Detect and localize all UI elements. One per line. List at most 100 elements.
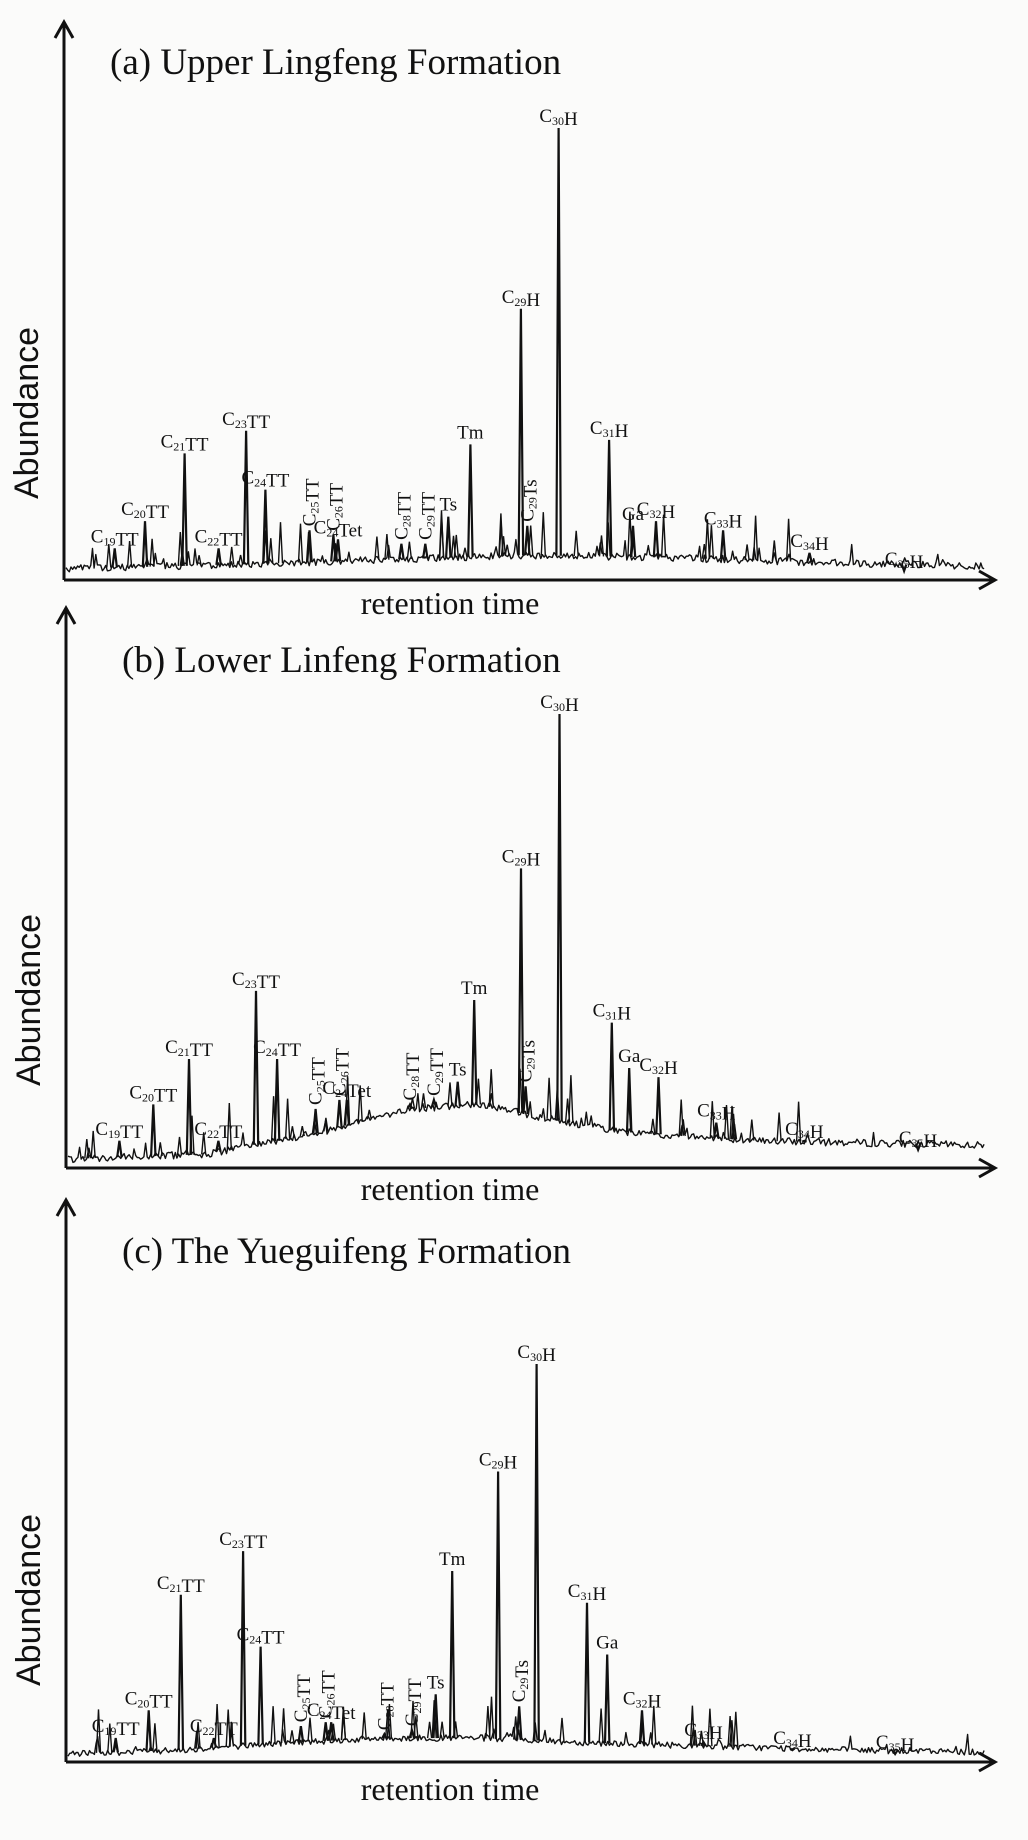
peak-C33H (700, 1739, 707, 1747)
y-axis-arrow (53, 18, 75, 39)
peak-Ga (629, 525, 637, 557)
minor-peak (785, 518, 792, 562)
peak-C29TT-label: C29TT (424, 1048, 448, 1096)
peak-C29H (494, 1471, 502, 1739)
peak-Ga (603, 1654, 611, 1744)
minor-peak (723, 1104, 730, 1139)
minor-peak (795, 1101, 802, 1142)
minor-peak (289, 1126, 296, 1138)
peak-C26TT (322, 1722, 329, 1742)
y-axis-label: Abundance (10, 914, 48, 1086)
minor-peak (152, 1723, 158, 1751)
minor-peak (384, 534, 390, 560)
peak-C28TT-label: C28TT (374, 1682, 398, 1730)
peak-C23TT-label: C23TT (219, 1529, 267, 1553)
minor-peak (776, 1112, 782, 1142)
minor-peak (299, 1125, 305, 1137)
peak-C35H-label: C35H (899, 1128, 938, 1152)
minor-peak (149, 538, 155, 567)
peak-C23TT-label: C23TT (232, 969, 280, 993)
minor-peak (744, 544, 750, 561)
peak-Ts (445, 516, 452, 558)
minor-peak (453, 534, 459, 558)
x-axis-label: retention time (361, 585, 540, 621)
minor-peak (268, 538, 274, 564)
minor-peak (323, 1117, 329, 1132)
peak-C24TT-label: C24TT (237, 1625, 285, 1649)
minor-peak (727, 1715, 733, 1747)
minor-peak (361, 1712, 367, 1740)
peak-C31H (608, 1022, 616, 1131)
peak-C29TT-label: C29TT (402, 1678, 426, 1726)
peak-C32H (655, 1077, 662, 1135)
peak-C28TT (381, 1731, 388, 1739)
peak-C20TT-label: C20TT (121, 499, 169, 523)
peak-C35H-label: C35H (885, 549, 924, 573)
peak-C29H (517, 868, 525, 1114)
peak-Ts-label: Ts (439, 495, 457, 516)
peak-Tm-label: Tm (439, 1549, 466, 1570)
peak-C30H (533, 1363, 540, 1741)
y-axis-label: Abundance (10, 1514, 48, 1686)
minor-peak (107, 1723, 113, 1753)
minor-peak (704, 519, 711, 559)
peak-C31H-label: C31H (590, 418, 629, 442)
peak-C19TT (116, 1140, 123, 1158)
peak-C34H (806, 552, 813, 563)
minor-peak (730, 1113, 737, 1140)
minor-peak (559, 1717, 565, 1742)
minor-peak (698, 1730, 705, 1746)
minor-peak (297, 523, 304, 563)
peak-C22TT-label: C22TT (194, 1119, 242, 1143)
peak-C34H (801, 1139, 808, 1143)
peak-C28TT (406, 1101, 414, 1110)
minor-peak (485, 1706, 491, 1739)
minor-peak (678, 1099, 684, 1136)
peak-Ts-label: Ts (449, 1060, 467, 1081)
baseline-trace (67, 1726, 985, 1757)
minor-peak (307, 1717, 313, 1742)
minor-peak (650, 1118, 656, 1135)
peak-Ga-label: Ga (596, 1633, 619, 1654)
minor-peak (366, 1109, 372, 1120)
minor-peak (86, 1147, 92, 1159)
peak-C33H-label: C33H (704, 508, 743, 532)
peak-C22TT-label: C22TT (190, 1716, 238, 1740)
peak-C20TT (141, 521, 149, 567)
y-axis-arrow (55, 1196, 77, 1217)
minor-peak (500, 536, 507, 556)
peak-C34H-label: C34H (790, 531, 829, 555)
peak-C19TT (111, 548, 118, 568)
peak-C23TT-label: C23TT (222, 409, 270, 433)
minor-peak (157, 1142, 163, 1157)
panel-title: (a) Upper Lingfeng Formation (110, 42, 561, 83)
peak-C28TT (398, 543, 405, 560)
peak-C21TT (185, 1058, 193, 1155)
chromatogram-panel-a: (a) Upper Lingfeng Formation retention ti… (8, 18, 999, 621)
peak-C24Tet (343, 1099, 351, 1126)
peak-Tm (448, 1570, 456, 1739)
peak-C26TT-label: C26TT (323, 483, 347, 531)
peak-Ga-label: Ga (618, 1046, 641, 1067)
peak-C31H-label: C31H (593, 1001, 632, 1025)
minor-peak (126, 540, 133, 568)
peak-C21TT-label: C21TT (157, 1573, 205, 1597)
peak-C24Tet-label: C24Tet (307, 1700, 356, 1724)
minor-peak (289, 1730, 295, 1743)
peak-Tm (467, 444, 474, 557)
peak-C23TT (242, 430, 250, 565)
peak-C30H-label: C30H (539, 106, 578, 130)
x-axis-arrow (978, 1157, 999, 1179)
y-axis-label: Abundance (8, 327, 46, 499)
peak-C25TT-label: C25TT (306, 1057, 330, 1105)
minor-peak (410, 1700, 416, 1739)
minor-peak (680, 1119, 686, 1137)
peak-C20TT (150, 1104, 157, 1157)
peak-Ga-label: Ga (622, 504, 645, 525)
minor-peak (660, 514, 667, 558)
peak-Tm-label: Tm (457, 422, 484, 443)
minor-peak (426, 1721, 433, 1739)
peak-C20TT-label: C20TT (129, 1082, 177, 1106)
minor-peak (176, 1136, 183, 1156)
peak-C30H-label: C30H (540, 692, 579, 716)
